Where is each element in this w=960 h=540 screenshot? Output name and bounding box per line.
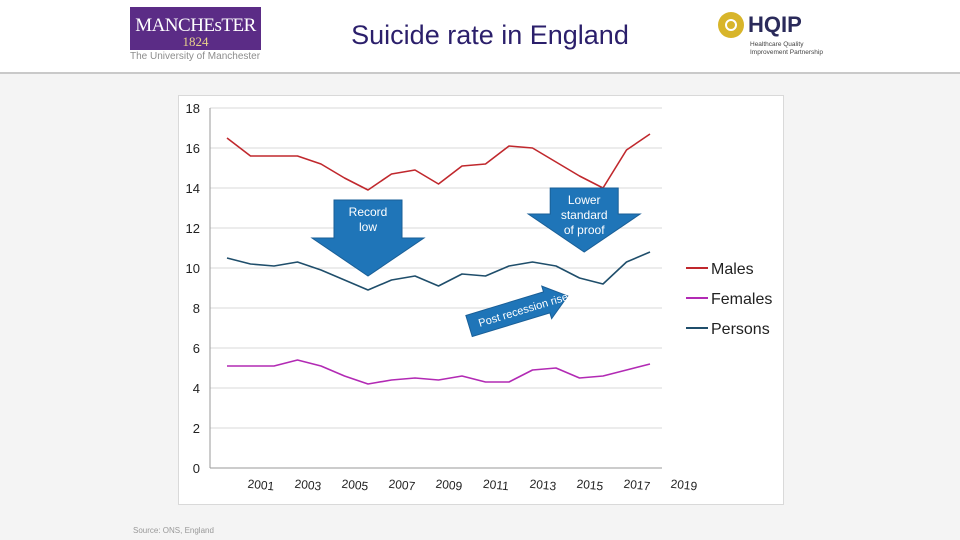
series-lines	[226, 133, 651, 385]
annotation-text: of proof	[564, 223, 605, 237]
hqip-logo-name: HQIP	[748, 12, 802, 37]
series-line-males	[226, 133, 651, 191]
hqip-emblem-icon	[718, 12, 744, 38]
x-tick-label: 2019	[670, 477, 698, 494]
series-line-persons	[226, 251, 651, 291]
x-tick-label: 2007	[388, 477, 416, 494]
x-tick-label: 2003	[294, 477, 322, 494]
annotation-text: standard	[561, 208, 608, 222]
annotation-text: low	[359, 220, 377, 234]
x-tick-label: 2011	[482, 477, 509, 494]
slide-title: Suicide rate in England	[351, 20, 629, 50]
annotation-down-arrow	[310, 199, 426, 277]
slide-header: MANCHEsTER 1824 The University of Manche…	[0, 0, 960, 74]
legend: Males Females Persons	[686, 261, 772, 338]
annotation-text: Record	[349, 205, 388, 219]
x-tick-label: 2017	[623, 477, 651, 494]
series-line-females	[227, 359, 651, 385]
chart-frame	[178, 95, 784, 505]
legend-label-persons: Persons	[711, 321, 770, 338]
x-tick-label: 2009	[435, 477, 463, 494]
x-tick-label: 2001	[247, 477, 275, 494]
gridlines	[210, 107, 662, 469]
y-tick-label: 14	[186, 181, 200, 196]
source-note: Source: ONS, England	[133, 526, 214, 535]
x-tick-label: 2013	[529, 477, 557, 494]
university-logo-subtitle: The University of Manchester	[130, 51, 261, 62]
legend-label-males: Males	[711, 261, 754, 278]
y-tick-label: 16	[186, 141, 200, 156]
legend-label-females: Females	[711, 291, 772, 308]
y-tick-label: 10	[186, 261, 200, 276]
y-tick-label: 12	[186, 221, 200, 236]
x-tick-label: 2015	[576, 477, 604, 494]
annotation-down-arrow	[526, 187, 642, 253]
y-tick-label: 0	[193, 461, 200, 476]
university-logo-name: MANCHEsTER	[135, 15, 256, 36]
annotation-right-arrow: Post recession rise	[465, 285, 570, 338]
annotation-arrow-shape	[465, 285, 569, 338]
x-tick-label: 2005	[341, 477, 369, 494]
y-tick-label: 6	[193, 341, 200, 356]
hqip-logo-tagline: Healthcare Quality Improvement Partnersh…	[750, 41, 823, 56]
university-logo-year: 1824	[182, 34, 209, 49]
university-logo: MANCHEsTER 1824	[130, 7, 261, 50]
y-tick-label: 2	[193, 421, 200, 436]
axes: 0 2 4 6 8 10 12 14 16 18 2001 2003 2005 2007 2009 2011 2…	[186, 101, 699, 493]
y-tick-label: 8	[193, 301, 200, 316]
annotation-text: Lower	[568, 193, 601, 207]
y-tick-label: 4	[193, 381, 200, 396]
y-tick-label: 18	[186, 101, 200, 116]
